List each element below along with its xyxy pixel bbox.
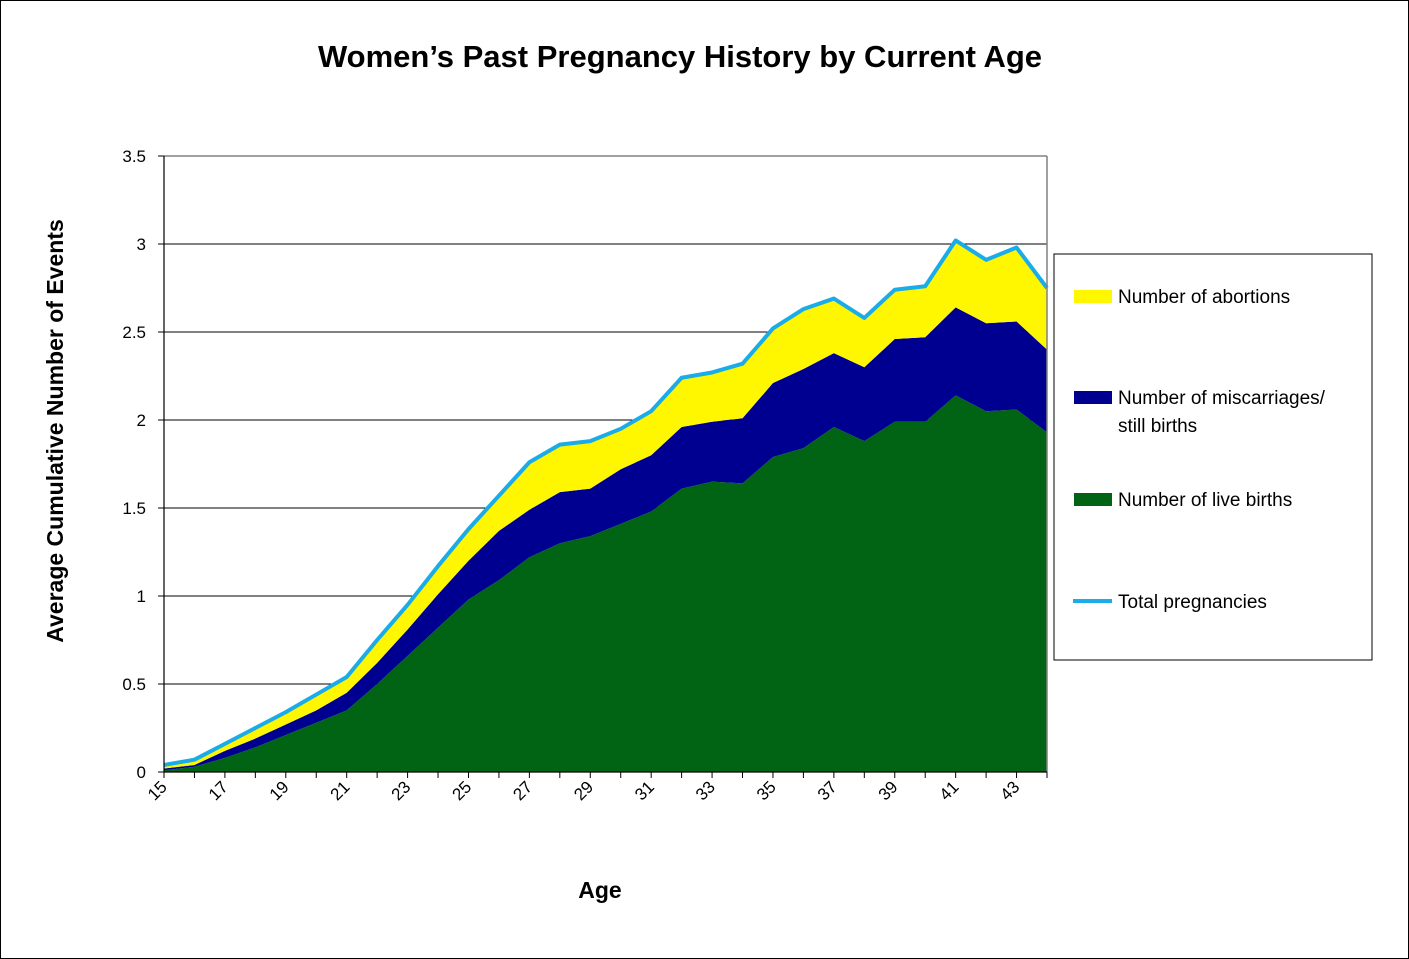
area-number-of-live-births [164, 395, 1047, 772]
y-tick-label: 0.5 [122, 675, 146, 694]
area-number-of-abortions [164, 240, 1047, 769]
line-total-pregnancies [163, 238, 1049, 767]
legend-box [1053, 253, 1373, 661]
x-tick-label: 25 [448, 777, 475, 804]
chart-title: Women’s Past Pregnancy History by Curren… [318, 39, 1042, 74]
x-axis-title: Age [578, 877, 621, 903]
legend-label-number-of-miscarriages-still-births-line2: still births [1118, 416, 1197, 437]
legend: Number of abortions Number of miscarriage… [1053, 253, 1373, 661]
area-number-of-miscarriages-still-births [164, 307, 1047, 771]
legend-swatch-number-of-abortions [1074, 290, 1112, 303]
x-tick-label: 29 [570, 777, 597, 804]
x-tick-label: 17 [205, 777, 232, 804]
legend-swatch-number-of-miscarriages-still-births [1074, 391, 1112, 404]
y-axis-title: Average Cumulative Number of Events [42, 219, 68, 643]
y-tick-label: 2.5 [122, 323, 146, 342]
y-tick-label: 1.5 [122, 499, 146, 518]
legend-label-total-pregnancies: Total pregnancies [1118, 592, 1267, 613]
legend-label-number-of-miscarriages-still-births: Number of miscarriages/ [1118, 388, 1326, 409]
x-tick-label: 23 [388, 777, 415, 804]
plot-areas [164, 240, 1047, 772]
x-tick-label: 37 [814, 777, 841, 804]
x-tick-label: 43 [997, 777, 1024, 804]
legend-label-number-of-abortions: Number of abortions [1118, 287, 1290, 308]
y-tick-label: 3 [137, 235, 146, 254]
x-tick-label: 15 [144, 777, 171, 804]
x-tick-label: 21 [327, 777, 354, 804]
x-tick-label: 27 [509, 777, 536, 804]
y-tick-label: 2 [137, 411, 146, 430]
y-tick-label: 0 [137, 763, 146, 782]
x-tick-label: 35 [753, 777, 780, 804]
legend-swatch-number-of-live-births [1074, 493, 1112, 506]
x-tick-label: 41 [936, 777, 963, 804]
y-tick-label: 1 [137, 587, 146, 606]
plot-lines [163, 238, 1049, 767]
x-tick-label: 39 [875, 777, 902, 804]
x-tick-label: 33 [692, 777, 719, 804]
y-tick-label: 3.5 [122, 147, 146, 166]
x-tick-label: 19 [266, 777, 293, 804]
x-tick-label: 31 [631, 777, 658, 804]
legend-label-number-of-live-births: Number of live births [1118, 490, 1292, 511]
